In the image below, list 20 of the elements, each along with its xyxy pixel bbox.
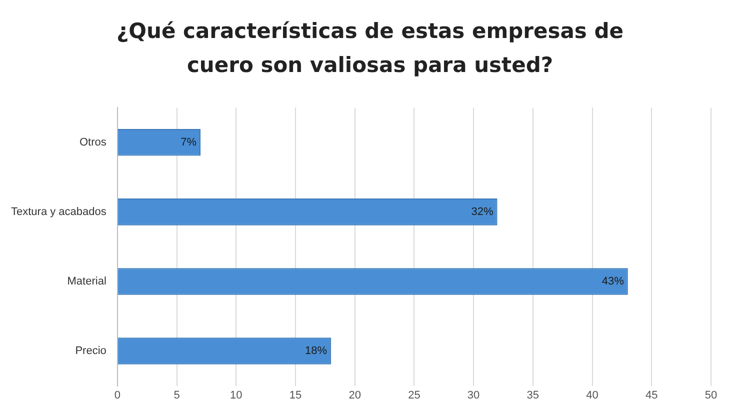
y-tick-label: Otros xyxy=(79,136,107,148)
x-tick-label: 30 xyxy=(467,389,480,402)
y-tick-label: Material xyxy=(67,276,106,288)
data-label: 18% xyxy=(305,345,328,358)
x-tick-label: 35 xyxy=(526,389,540,402)
x-tick-label: 10 xyxy=(230,389,242,402)
chart-title: ¿Qué características de estas empresas de cuero son valiosas para usted? xyxy=(116,18,624,79)
x-tick-label: 50 xyxy=(704,389,718,402)
x-tick-label: 25 xyxy=(408,389,420,402)
x-tick-label: 15 xyxy=(289,389,302,402)
x-tick-label: 0 xyxy=(114,389,120,402)
data-label: 7% xyxy=(180,136,197,148)
x-tick-label: 40 xyxy=(586,389,598,402)
data-label: 43% xyxy=(602,276,624,288)
x-tick-label: 20 xyxy=(348,389,361,402)
y-tick-label: Precio xyxy=(75,345,106,358)
x-tick-label: 5 xyxy=(174,389,180,402)
x-tick-label: 45 xyxy=(646,389,658,402)
y-tick-label: Textura y acabados xyxy=(11,206,107,218)
data-label: 32% xyxy=(471,206,494,218)
